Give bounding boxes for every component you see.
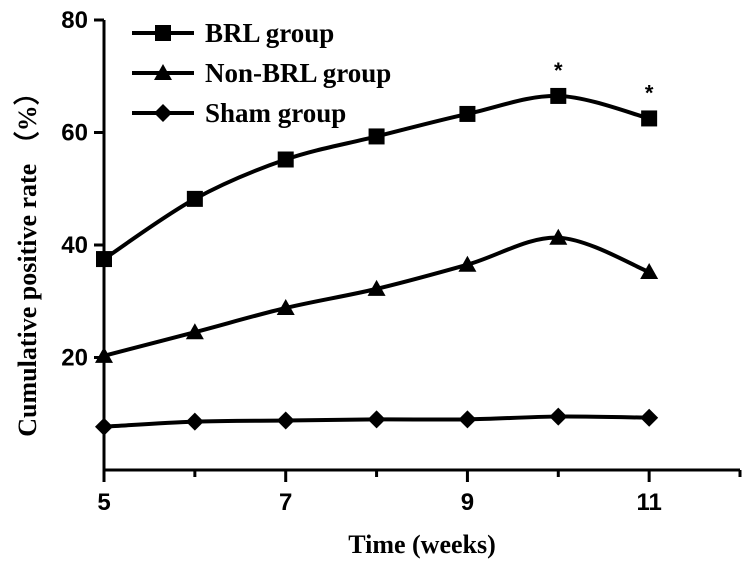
series-triangle — [95, 228, 659, 363]
x-tick-label: 7 — [279, 489, 292, 516]
legend-item: BRL group — [132, 18, 334, 48]
data-point — [276, 299, 295, 315]
data-point — [95, 417, 113, 436]
x-tick-label: 9 — [461, 489, 474, 516]
y-axis-title: Cumulative positive rate （%） — [13, 79, 42, 436]
data-point — [550, 87, 567, 104]
legend-label: Sham group — [205, 98, 346, 128]
legend: BRL group Non-BRL group Sham group — [132, 18, 391, 128]
y-tick-label: 20 — [61, 345, 88, 372]
data-point — [96, 251, 112, 268]
legend-item: Sham group — [132, 98, 346, 128]
data-point — [185, 412, 204, 431]
y-tick-label: 60 — [61, 120, 88, 147]
legend-marker-square-icon — [155, 25, 171, 41]
x-axis-title: Time (weeks) — [348, 530, 496, 559]
data-point — [458, 255, 477, 272]
series-square — [96, 87, 658, 268]
y-tick-label: 40 — [61, 232, 88, 259]
series-line — [102, 93, 650, 261]
legend-marker-diamond-icon — [154, 104, 172, 122]
data-point — [640, 408, 659, 427]
data-point — [276, 411, 295, 430]
data-point — [368, 128, 385, 145]
significance-asterisk: * — [645, 80, 654, 105]
series-diamond — [95, 407, 659, 436]
series-layer: ** — [95, 58, 659, 436]
data-point — [459, 105, 476, 122]
data-point — [277, 151, 294, 168]
legend-item: Non-BRL group — [132, 58, 391, 88]
data-point — [95, 346, 113, 363]
data-point — [458, 410, 477, 429]
y-tick-label: 80 — [61, 7, 88, 34]
data-point — [641, 110, 658, 127]
data-point — [367, 279, 386, 296]
axes: 20 40 60 80 5 7 9 11 — [61, 7, 742, 516]
significance-asterisk: * — [554, 58, 563, 83]
data-point — [186, 190, 203, 207]
data-point — [185, 323, 204, 340]
data-point — [640, 263, 659, 279]
legend-label: BRL group — [205, 18, 334, 48]
x-tick-label: 5 — [97, 489, 110, 516]
legend-label: Non-BRL group — [205, 58, 391, 88]
data-point — [549, 407, 568, 426]
x-tick-label: 11 — [636, 489, 661, 516]
legend-marker-triangle-icon — [154, 64, 172, 80]
data-point — [549, 228, 568, 245]
series-line — [103, 235, 650, 358]
data-point — [367, 410, 386, 429]
